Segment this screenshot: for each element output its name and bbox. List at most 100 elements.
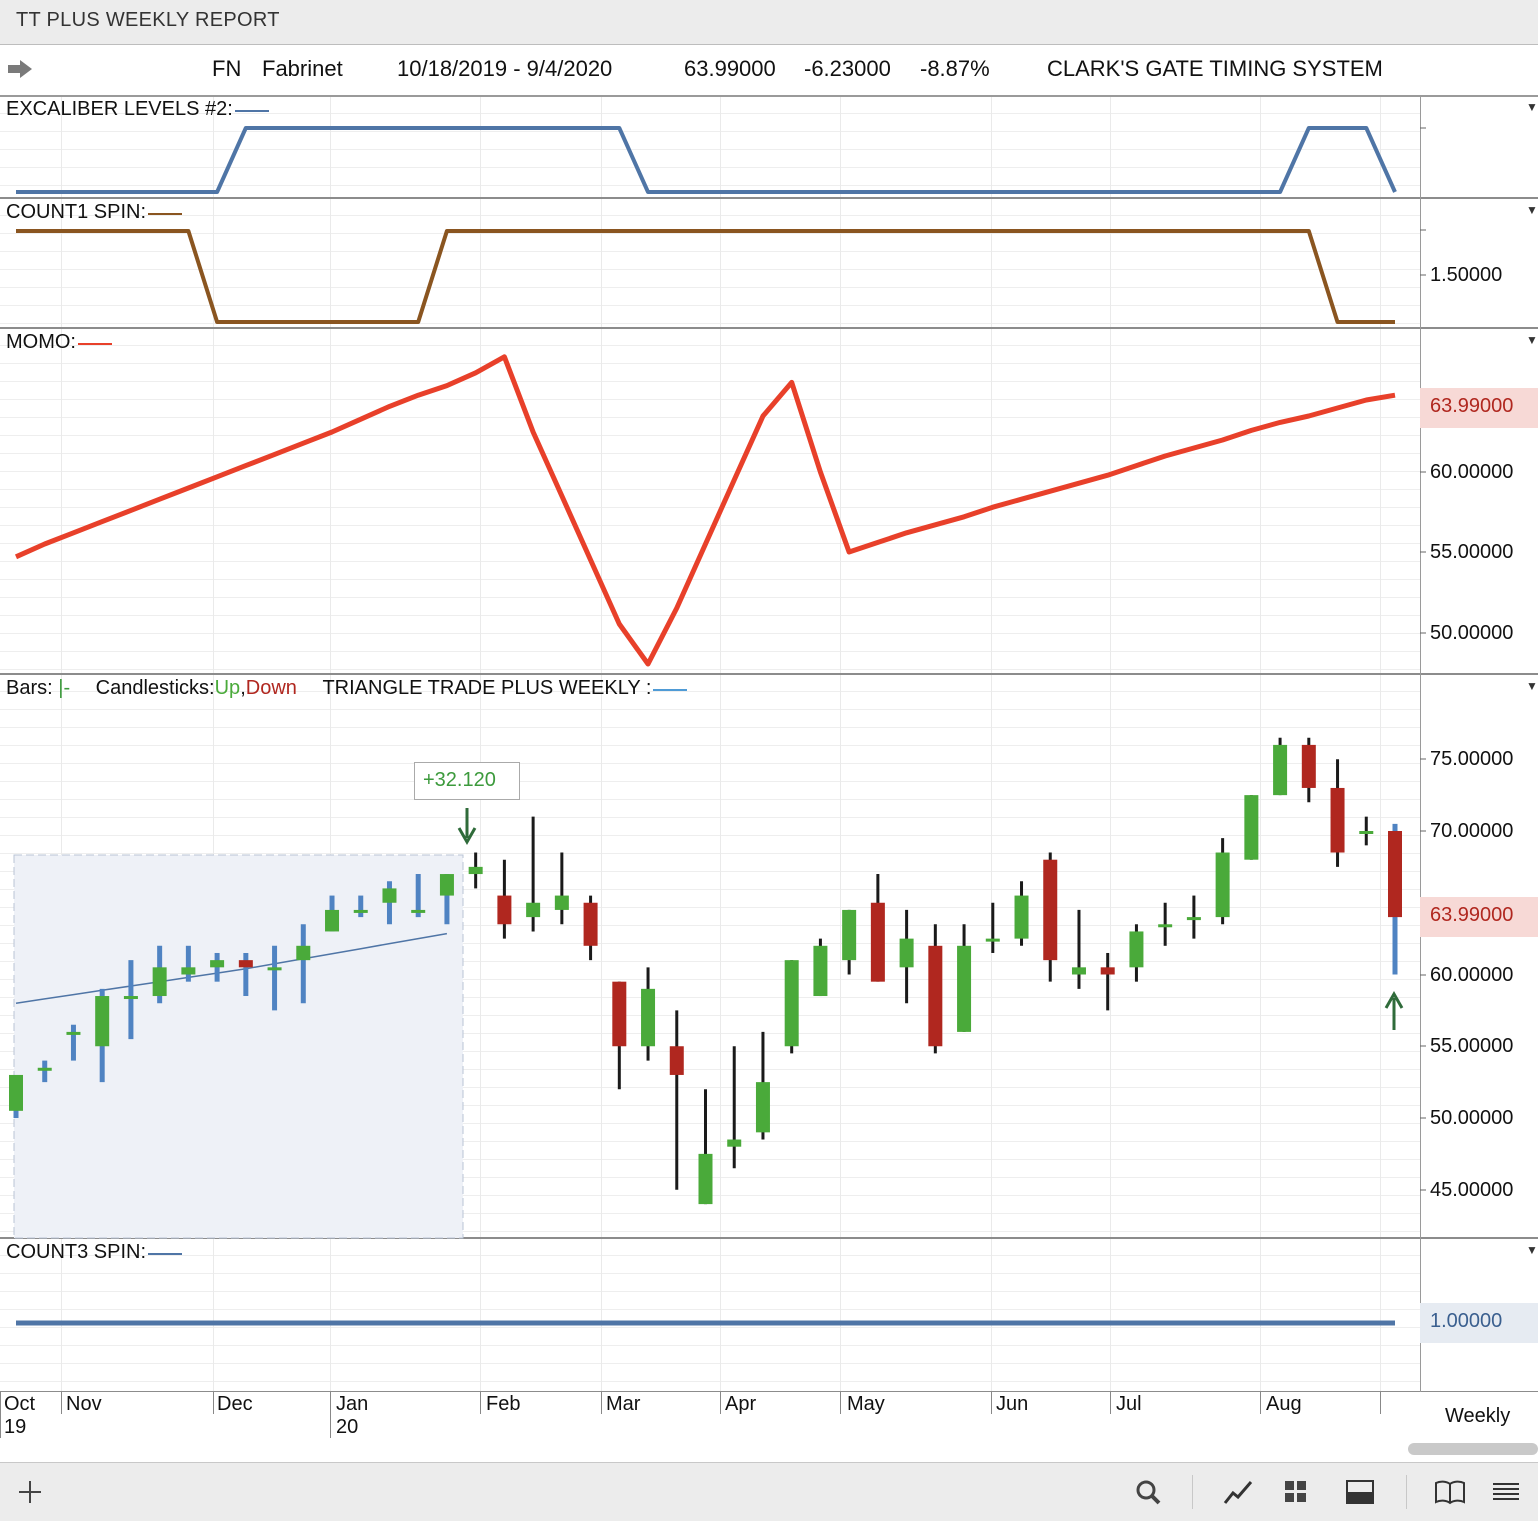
panel-icon[interactable]: [1340, 1463, 1380, 1521]
count1-label-text: COUNT1 SPIN:: [6, 201, 147, 223]
price-axis-label: 60.00000: [1430, 964, 1514, 986]
candlesticks-label: Candlesticks:: [95, 677, 215, 699]
panel-separator: [0, 197, 1538, 199]
horizontal-scrollbar[interactable]: [1408, 1443, 1538, 1455]
date-axis: Oct Nov Dec Jan Feb Mar Apr May Jun Jul …: [0, 1392, 1420, 1438]
excaliber-label: EXCALIBER LEVELS #2:: [6, 98, 269, 121]
candle-body: [842, 909, 857, 961]
month-label: Nov: [66, 1393, 102, 1415]
excaliber-menu-caret[interactable]: ▼: [1526, 100, 1538, 114]
candle-body: [698, 1153, 713, 1205]
momo-axis-label: 55.00000: [1430, 541, 1514, 563]
plus-icon[interactable]: [10, 1463, 50, 1521]
momo-menu-caret[interactable]: ▼: [1526, 333, 1538, 347]
excaliber-label-text: EXCALIBER LEVELS #2:: [6, 98, 233, 120]
candle-body: [1273, 744, 1288, 796]
price-last-value: 63.99000: [1430, 904, 1514, 926]
momo-last-value-tag: 63.99000: [1420, 388, 1538, 428]
trade-highlight-box: [13, 854, 464, 1239]
count3-legend-swatch: [148, 1253, 183, 1255]
momo-label-text: MOMO:: [6, 331, 76, 353]
chart-area[interactable]: [0, 96, 1538, 1392]
momo-axis-label: 50.00000: [1430, 622, 1514, 644]
month-label: Jun: [996, 1393, 1029, 1415]
price-axis-label: 45.00000: [1430, 1179, 1514, 1201]
count1-menu-caret[interactable]: ▼: [1526, 203, 1538, 217]
excaliber-legend-swatch: [234, 110, 269, 112]
month-label: May: [847, 1393, 885, 1415]
candle-body: [1043, 859, 1058, 961]
search-icon[interactable]: [1128, 1463, 1168, 1521]
price-last-value-tag: 63.99000: [1420, 897, 1538, 937]
candle-body: [784, 960, 799, 1047]
gain-annotation: +32.120: [414, 762, 520, 800]
candle-body: [641, 988, 656, 1047]
candle-body: [669, 1046, 684, 1075]
candle-body: [1129, 931, 1144, 968]
interval-selector[interactable]: Weekly: [1445, 1405, 1511, 1427]
count1-legend-swatch: [148, 213, 183, 215]
month-label: Jul: [1116, 1393, 1142, 1415]
book-icon[interactable]: [1430, 1463, 1470, 1521]
count3-label-text: COUNT3 SPIN:: [6, 1241, 147, 1263]
candle-body: [1244, 795, 1259, 860]
candle-body: [985, 938, 1000, 942]
grid-icon[interactable]: [1276, 1463, 1316, 1521]
candle-body: [37, 1067, 52, 1071]
excaliber-line: [16, 126, 1397, 194]
candle-body: [554, 895, 569, 910]
line-chart-icon[interactable]: [1218, 1463, 1258, 1521]
sell-arrow-icon: [457, 808, 477, 846]
study-legend-swatch: [653, 689, 688, 691]
bars-label: Bars:: [6, 677, 53, 699]
price-axis-label: 50.00000: [1430, 1107, 1514, 1129]
legend-comma: ,: [240, 677, 246, 699]
candle-body: [210, 960, 225, 968]
candle-body: [1186, 917, 1201, 921]
last-price: 63.99000: [684, 56, 776, 81]
window-title: TT PLUS WEEKLY REPORT: [16, 9, 280, 31]
candle-body: [1158, 924, 1173, 928]
momo-line: [14, 354, 1396, 667]
candle-body: [123, 996, 138, 1000]
buy-arrow-icon: [1384, 990, 1404, 1030]
month-label: Aug: [1266, 1393, 1302, 1415]
symbol-info-bar: FN Fabrinet 10/18/2019 - 9/4/2020 63.990…: [0, 45, 1538, 97]
momo-label: MOMO:: [6, 331, 112, 354]
momo-last-value: 63.99000: [1430, 395, 1514, 417]
candle-body: [526, 902, 541, 918]
count1-line: [16, 229, 1395, 324]
candle-body: [813, 945, 828, 997]
price-axis-label: 55.00000: [1430, 1035, 1514, 1057]
legend-up: Up: [214, 677, 241, 699]
price-legend: Bars: |- Candlesticks:Up,Down TRIANGLE T…: [6, 677, 688, 700]
candle-body: [612, 981, 627, 1047]
panel-separator: [0, 1237, 1538, 1239]
candle-body: [238, 960, 253, 968]
count3-last-value-tag: 1.00000: [1420, 1303, 1538, 1343]
momo-axis-label: 60.00000: [1430, 461, 1514, 483]
menu-icon[interactable]: [1486, 1463, 1526, 1521]
candle-body: [928, 945, 943, 1047]
candle-body: [497, 895, 512, 925]
count1-label: COUNT1 SPIN:: [6, 201, 183, 224]
candle-body: [1301, 744, 1316, 788]
price-menu-caret[interactable]: ▼: [1526, 679, 1538, 693]
candle-body: [583, 902, 598, 946]
candle-body: [181, 967, 196, 975]
month-label: Mar: [606, 1393, 641, 1415]
month-label: Oct: [4, 1393, 36, 1415]
price-change: -6.23000: [804, 56, 891, 81]
month-label: Dec: [217, 1393, 253, 1415]
symbol-ticker: FN: [212, 56, 242, 81]
legend-down: Down: [245, 677, 297, 699]
count3-menu-caret[interactable]: ▼: [1526, 1243, 1538, 1257]
symbol-name: Fabrinet: [262, 56, 343, 81]
arrow-right-icon[interactable]: [6, 58, 34, 80]
system-name: CLARK'S GATE TIMING SYSTEM: [1047, 56, 1383, 81]
percent-change: -8.87%: [920, 56, 990, 81]
study-label: TRIANGLE TRADE PLUS WEEKLY :: [322, 677, 652, 699]
candle-body: [1071, 967, 1086, 975]
price-axis-label: 70.00000: [1430, 820, 1514, 842]
momo-legend-swatch: [78, 343, 112, 345]
